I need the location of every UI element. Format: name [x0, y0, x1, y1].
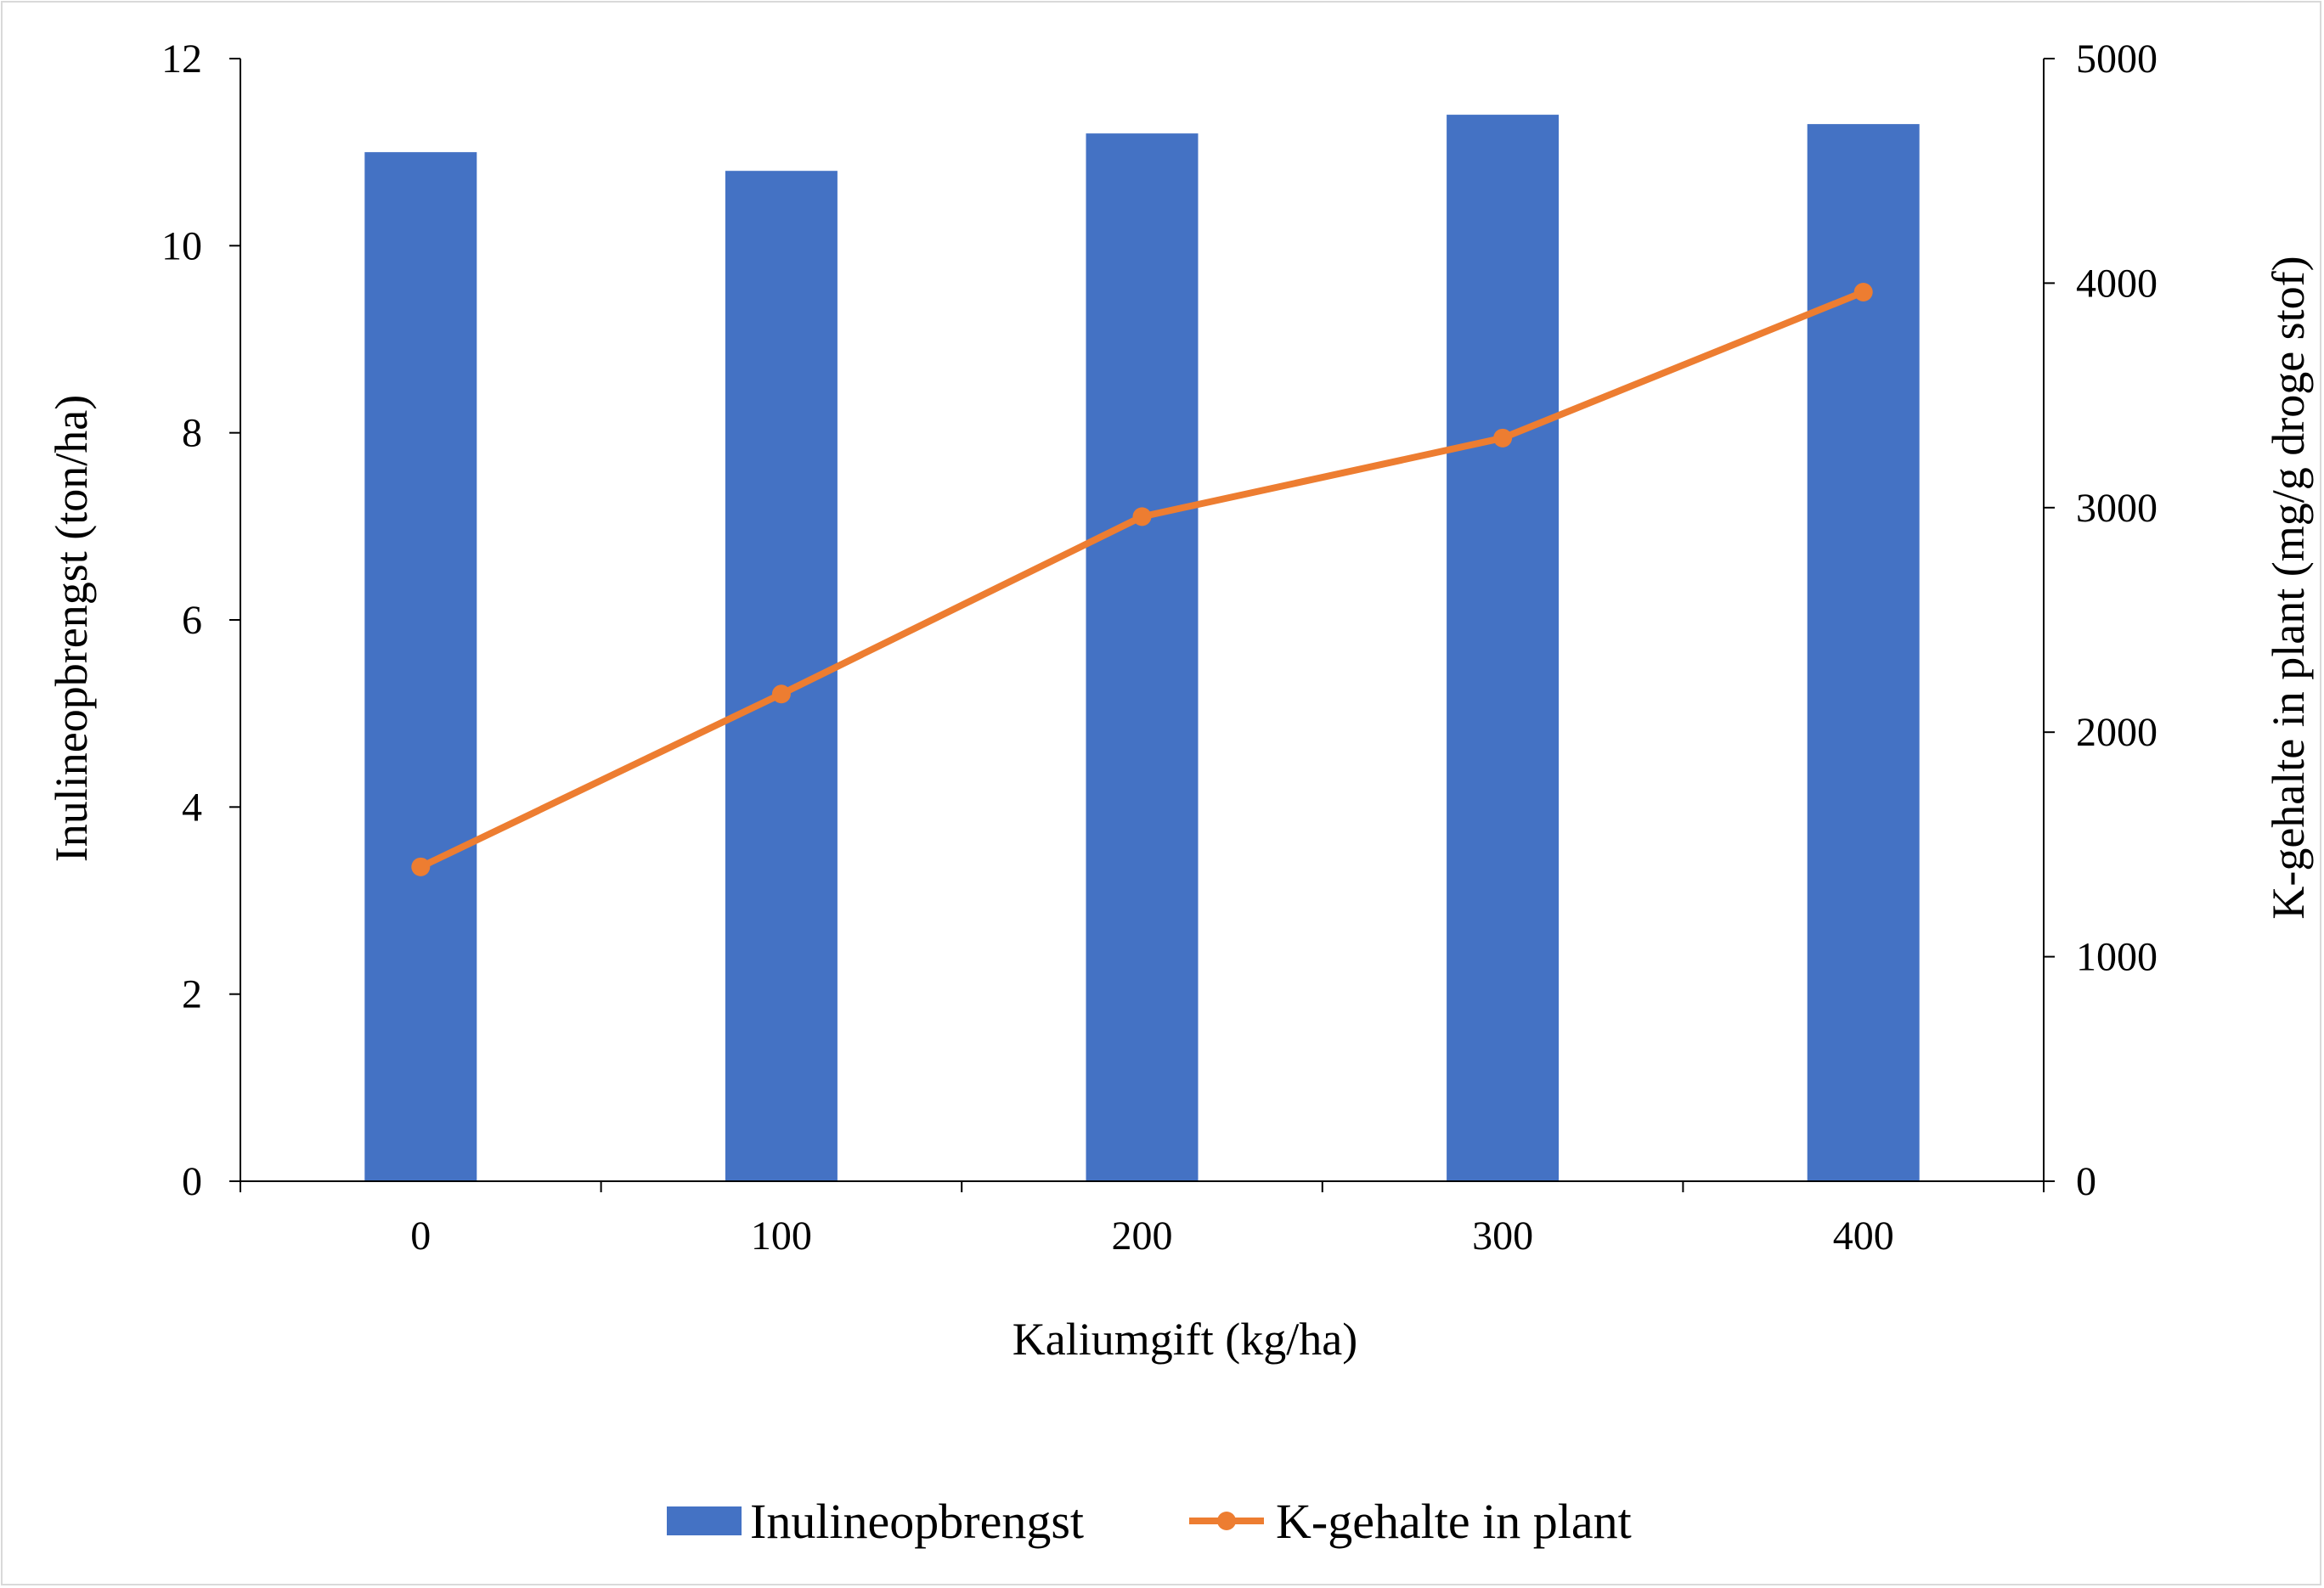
- y-right-tick-label: 3000: [2076, 486, 2158, 531]
- y-right-tick-label: 2000: [2076, 710, 2158, 755]
- y-axis-right-title: K-gehalte in plant (mg/g droge stof): [2263, 256, 2314, 919]
- y-left-tick-label: 12: [161, 37, 202, 82]
- x-tick-label: 400: [1833, 1214, 1894, 1259]
- legend-label-line: K-gehalte in plant: [1276, 1494, 1632, 1549]
- bar: [1086, 133, 1199, 1182]
- x-tick-label: 300: [1472, 1214, 1533, 1259]
- bar: [1447, 115, 1560, 1182]
- y-right-tick-label: 0: [2076, 1159, 2096, 1204]
- y-left-tick-label: 10: [161, 223, 202, 268]
- y-axis-left-title: Inulineopbrengst (ton/ha): [46, 395, 97, 862]
- x-axis-title: Kaliumgift (kg/ha): [1013, 1314, 1357, 1365]
- legend-swatch-marker: [1217, 1512, 1236, 1530]
- y-right-tick-label: 4000: [2076, 261, 2158, 306]
- bar: [364, 152, 477, 1182]
- y-right-tick-label: 5000: [2076, 37, 2158, 82]
- bar: [1807, 124, 1920, 1181]
- y-left-tick-label: 8: [182, 411, 202, 456]
- line-point: [1493, 428, 1513, 448]
- legend-swatch-bar: [667, 1506, 742, 1535]
- x-tick-label: 0: [410, 1214, 431, 1259]
- legend: Inulineopbrengst K-gehalte in plant: [667, 1494, 1632, 1549]
- line-point: [1853, 282, 1873, 301]
- line-series: [411, 282, 1873, 876]
- x-tick-label: 200: [1112, 1214, 1173, 1259]
- y-left-tick-label: 4: [182, 785, 202, 830]
- line-point: [411, 857, 431, 876]
- line-point: [1132, 507, 1152, 527]
- y-right-tick-label: 1000: [2076, 935, 2158, 980]
- y-left-tick-label: 0: [182, 1159, 202, 1204]
- bar-series: [364, 115, 1920, 1182]
- legend-label-bar: Inulineopbrengst: [750, 1494, 1084, 1549]
- x-tick-label: 100: [751, 1214, 812, 1259]
- line-point: [771, 684, 791, 704]
- y-left-tick-label: 2: [182, 972, 202, 1017]
- axes: 0 2 4 6 8 10 12 0 1000 2000 3000 4000 5000 0 100 200 300…: [161, 37, 2158, 1259]
- y-left-tick-label: 6: [182, 598, 202, 643]
